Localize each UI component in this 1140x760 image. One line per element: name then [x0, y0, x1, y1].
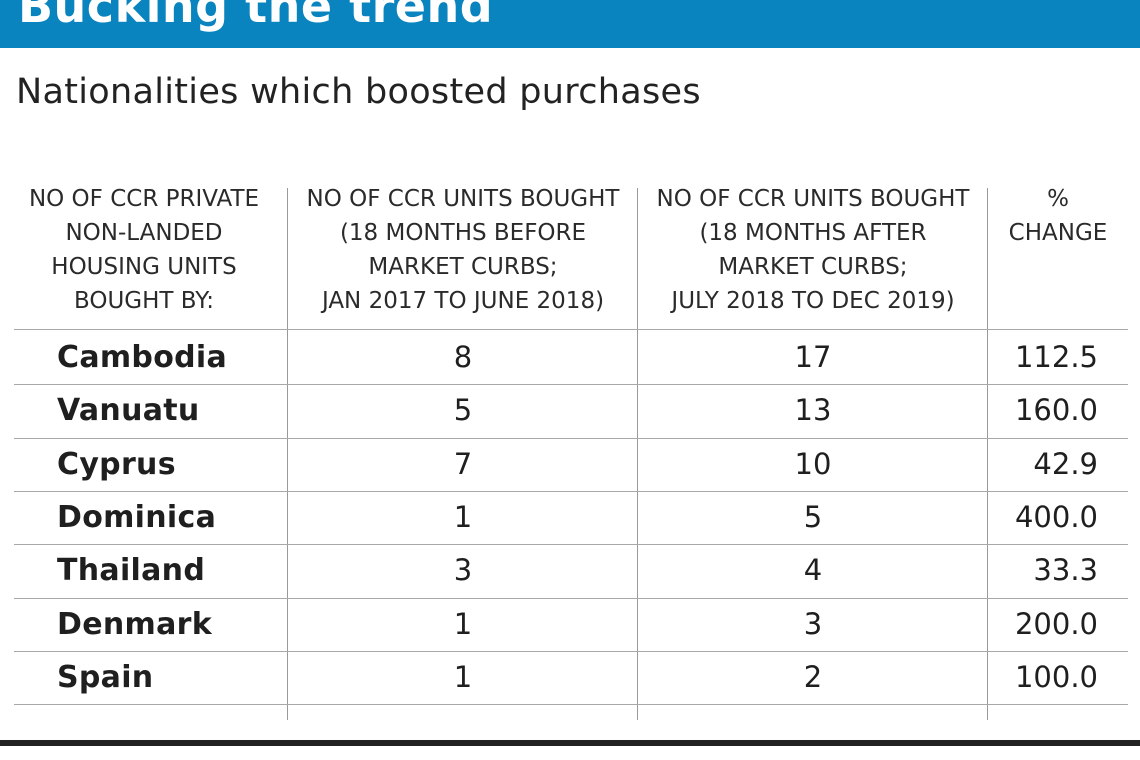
table-row: Cambodia 8 17 112.5 [0, 331, 1140, 384]
pct-change-value: 160.0 [1014, 393, 1098, 428]
row-divider [14, 491, 1128, 492]
header-before: NO OF CCR UNITS BOUGHT (18 MONTHS BEFORE… [306, 186, 620, 314]
column-divider [287, 188, 288, 720]
header-after: NO OF CCR UNITS BOUGHT (18 MONTHS AFTER … [656, 186, 970, 314]
column-divider [637, 188, 638, 720]
pct-change-value: 100.0 [1014, 659, 1098, 694]
table-row: Vanuatu 5 13 160.0 [0, 384, 1140, 437]
row-divider [14, 544, 1128, 545]
country-cell: Denmark [57, 606, 212, 642]
table-row: Denmark 1 3 200.0 [0, 598, 1140, 651]
country-cell: Cyprus [57, 446, 176, 482]
before-value: 1 [453, 606, 473, 641]
after-value: 10 [794, 446, 832, 481]
table-row: Thailand 3 4 33.3 [0, 544, 1140, 597]
table-row: Dominica 1 5 400.0 [0, 491, 1140, 544]
before-value: 1 [453, 499, 473, 534]
before-value: 5 [453, 393, 473, 428]
country-cell: Dominica [57, 499, 217, 535]
country-cell: Thailand [57, 553, 206, 589]
column-divider [987, 188, 988, 720]
after-value: 4 [803, 553, 823, 588]
country-cell: Cambodia [57, 340, 228, 375]
row-divider [14, 651, 1128, 652]
pct-change-value: 42.9 [1033, 446, 1098, 481]
after-value: 5 [803, 499, 823, 534]
row-divider [14, 704, 1128, 705]
row-divider [14, 384, 1128, 385]
country-cell: Spain [57, 659, 154, 695]
before-value: 1 [453, 659, 473, 694]
row-divider [14, 598, 1128, 599]
after-value: 13 [794, 393, 832, 428]
after-value: 17 [794, 340, 832, 374]
chart-title: Bucking the trend [18, 0, 494, 33]
before-value: 8 [453, 340, 473, 374]
header-pct-change: % CHANGE [1008, 186, 1108, 246]
pct-change-value: 400.0 [1014, 499, 1098, 534]
before-value: 3 [453, 553, 473, 588]
country-cell: Vanuatu [57, 393, 200, 429]
pct-change-value: 33.3 [1033, 553, 1098, 588]
bottom-rule [0, 740, 1140, 746]
after-value: 2 [803, 659, 823, 694]
header-country: NO OF CCR PRIVATE NON-LANDED HOUSING UNI… [28, 186, 260, 314]
row-divider [14, 438, 1128, 439]
title-banner: Bucking the trend [0, 0, 1140, 48]
pct-change-value: 112.5 [1014, 340, 1098, 374]
pct-change-value: 200.0 [1014, 606, 1098, 641]
before-value: 7 [453, 446, 473, 481]
table-row: Cyprus 7 10 42.9 [0, 438, 1140, 491]
after-value: 3 [803, 606, 823, 641]
header-divider [14, 329, 1128, 330]
chart-subtitle: Nationalities which boosted purchases [16, 72, 701, 112]
table-row: Spain 1 2 100.0 [0, 651, 1140, 704]
